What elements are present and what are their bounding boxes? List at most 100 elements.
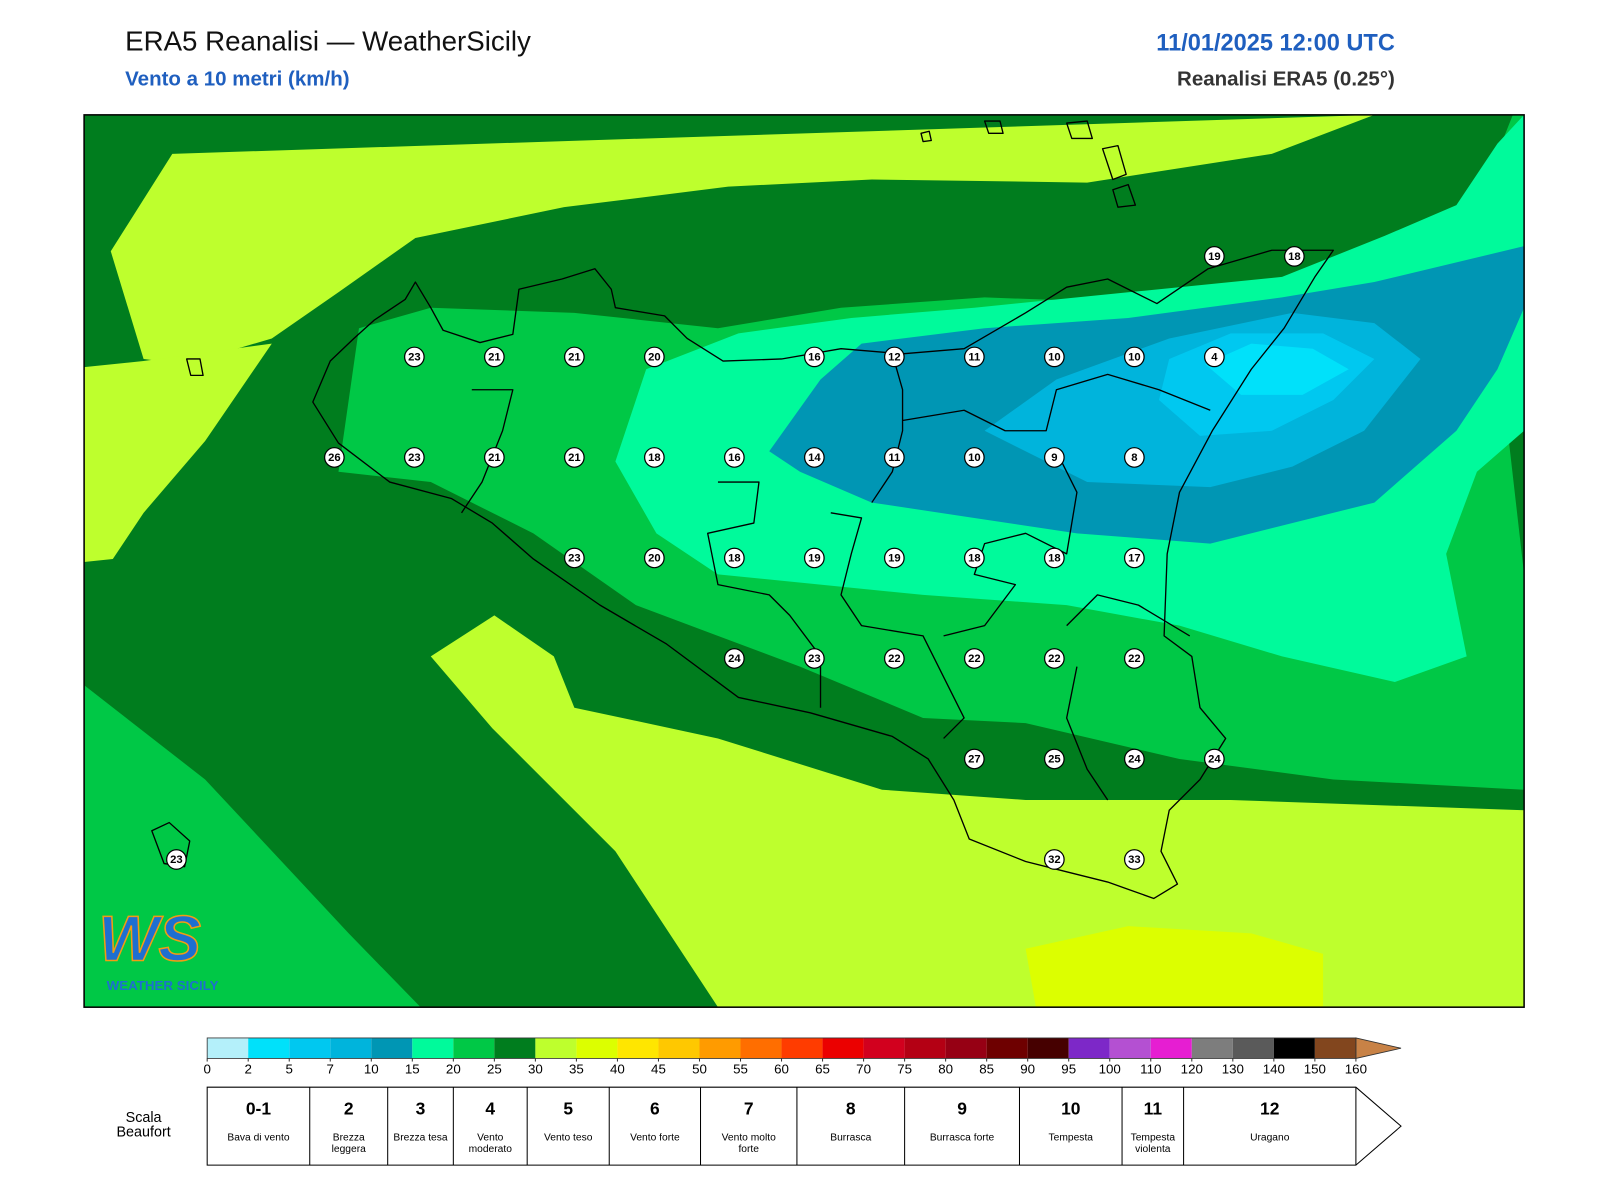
beaufort-name: Burrasca [830, 1133, 872, 1144]
station-value: 12 [888, 351, 901, 363]
source: Reanalisi ERA5 (0.25°) [1177, 67, 1395, 90]
station-value: 10 [968, 452, 981, 464]
map: 23 21 21 20 16 12 11 10 10 4 26 23 21 21 18 16 14 11 10 9 8 2… [83, 114, 1525, 1008]
colorbar-segment [289, 1037, 331, 1059]
station-value: 20 [648, 552, 661, 564]
beaufort-name: Tempesta [1048, 1133, 1093, 1144]
coastline [151, 120, 1334, 900]
station-value: 11 [888, 452, 900, 464]
beaufort-name: Brezza tesa [393, 1133, 448, 1144]
contour-30-35 [430, 615, 1525, 1008]
station-value: 21 [488, 351, 501, 363]
colorbar-segment [412, 1037, 454, 1059]
station-value: 24 [728, 653, 741, 665]
beaufort-name-box: Burrasca forte [929, 1133, 995, 1144]
station-marker [723, 547, 745, 569]
station-value: 19 [1208, 251, 1221, 263]
subtitle: Vento a 10 metri (km/h) [125, 67, 349, 90]
station-value: 32 [1048, 854, 1061, 866]
colorbar-segment [576, 1037, 618, 1059]
colorbar-segment [371, 1037, 413, 1059]
beaufort-force: 8 [846, 1098, 856, 1118]
beaufort-name: Vento forte [630, 1133, 680, 1144]
beaufort-name: Vento teso [543, 1133, 593, 1144]
station-value: 18 [968, 552, 981, 564]
station-marker [1124, 648, 1145, 669]
station-marker [723, 648, 745, 669]
beaufort-force: 0-1 [246, 1098, 271, 1118]
logo: WS WEATHER SICILY [98, 903, 219, 994]
station-value: 18 [728, 552, 741, 564]
station-marker [643, 547, 665, 569]
station-marker [483, 447, 505, 468]
colorbar: 0 2 5 7 10 15 20 25 30 35 40 45 50 55 60 65 70 75 80 85 90 95… [203, 1037, 1402, 1076]
colorbar-tick-label: 10 [364, 1061, 379, 1076]
colorbar-tick-label: 15 [405, 1061, 420, 1076]
colorbar-tick-label: 65 [815, 1061, 830, 1076]
colorbar-segment [207, 1037, 249, 1059]
station-marker [963, 447, 985, 468]
beaufort-name: Burrasca forte [929, 1133, 995, 1144]
station-value: 23 [408, 351, 421, 363]
beaufort-name-box: Bava di vento [227, 1133, 289, 1143]
station-marker [963, 547, 985, 569]
station-marker [403, 346, 425, 368]
beaufort-force: 4 [485, 1098, 495, 1118]
colorbar-tick-label: 150 [1304, 1061, 1326, 1076]
colorbar-tick-label: 85 [979, 1061, 994, 1076]
station-value: 26 [328, 452, 341, 464]
colorbar-tick-label: 75 [897, 1061, 912, 1076]
colorbar-segment [781, 1037, 823, 1059]
station-value: 16 [728, 452, 741, 464]
station-value: 22 [1048, 653, 1061, 665]
station-marker [1044, 648, 1065, 669]
colorbar-tick-label: 130 [1222, 1061, 1244, 1076]
station-marker [643, 346, 665, 368]
beaufort-name: Vento molto forte [721, 1133, 776, 1155]
contour-30-35 [84, 343, 272, 563]
station-value: 23 [568, 552, 581, 564]
colorbar-segment [986, 1037, 1028, 1059]
station-value: 18 [1048, 552, 1061, 564]
station-value: 22 [1128, 653, 1141, 665]
station-marker [963, 346, 985, 368]
station-marker [1124, 748, 1145, 770]
station-value: 16 [808, 351, 821, 363]
beaufort-name-box: Tempesta violenta [1131, 1133, 1175, 1154]
colorbar-tick-label: 20 [446, 1061, 461, 1076]
station-marker [1044, 547, 1065, 569]
station-value: 24 [1128, 753, 1141, 765]
colorbar-tick-label: 70 [856, 1061, 871, 1076]
beaufort-force: 11 [1144, 1098, 1163, 1118]
beaufort-name-box: Brezza tesa [393, 1133, 448, 1144]
station-value: 10 [1048, 351, 1061, 363]
colorbar-segment [617, 1037, 659, 1059]
station-marker [883, 547, 905, 569]
station-marker [483, 346, 505, 368]
colorbar-segment [945, 1037, 987, 1059]
station-value: 22 [888, 653, 901, 665]
station-marker [1124, 547, 1145, 569]
colorbar-segment [1109, 1037, 1151, 1059]
beaufort-name: Vento moderato [468, 1133, 512, 1155]
beaufort-name: Brezza leggera [331, 1133, 366, 1155]
logo-name: WEATHER SICILY [107, 978, 219, 993]
beaufort-force: 3 [416, 1098, 426, 1118]
station-marker [1124, 346, 1145, 368]
station-value: 21 [568, 452, 581, 464]
colorbar-segment [494, 1037, 536, 1059]
station-value: 18 [1288, 251, 1301, 263]
station-marker [883, 648, 905, 669]
beaufort-label: Scala Beaufort [116, 1109, 171, 1140]
station-value: 10 [1128, 351, 1141, 363]
colorbar-segment [740, 1037, 782, 1059]
beaufort-force: 12 [1260, 1098, 1279, 1118]
beaufort-outline [206, 1086, 1402, 1166]
colorbar-segment [1068, 1037, 1110, 1059]
colorbar-tick-label: 100 [1099, 1061, 1121, 1076]
station-value: 19 [808, 552, 821, 564]
station-value: 23 [408, 452, 421, 464]
colorbar-tick-label: 50 [692, 1061, 707, 1076]
station-value: 17 [1128, 552, 1141, 564]
